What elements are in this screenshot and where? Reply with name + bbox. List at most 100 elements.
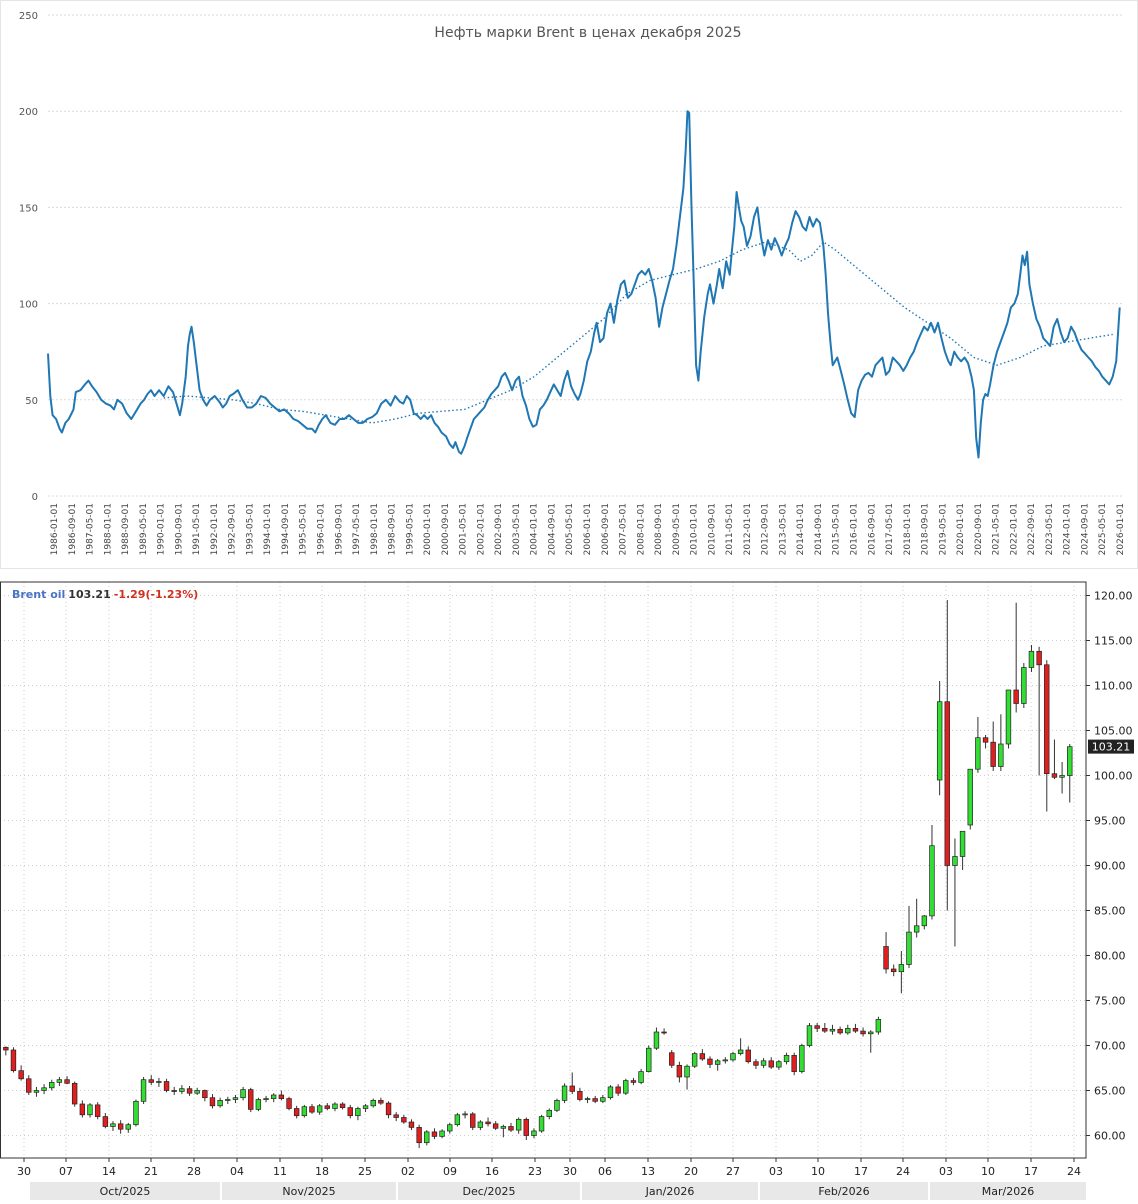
- x-tick-label: 1987-05-01: [86, 503, 96, 555]
- x-tick-label: 2024-09-01: [1080, 503, 1090, 555]
- candle-body: [753, 1061, 759, 1066]
- legend-change: -1.29(-1.23%): [113, 588, 199, 601]
- x-tick-label: 10: [981, 1165, 995, 1178]
- x-tick-label: 2022-09-01: [1027, 503, 1037, 555]
- x-tick-label: 1991-05-01: [192, 503, 202, 555]
- candle-body: [171, 1090, 177, 1092]
- x-tick-label: 1994-01-01: [263, 503, 273, 555]
- candle-body: [3, 1046, 9, 1051]
- candle-body: [1067, 746, 1073, 776]
- candle-body: [561, 1085, 568, 1101]
- x-tick-label: 06: [598, 1165, 612, 1178]
- candle-body: [975, 737, 981, 770]
- candle-body: [959, 830, 966, 857]
- x-tick-label: 2006-01-01: [583, 503, 593, 555]
- candle-body: [316, 1105, 323, 1113]
- candle-body: [799, 1045, 805, 1072]
- month-band: [222, 1182, 396, 1200]
- x-tick-label: 1986-09-01: [68, 503, 78, 555]
- candle-body: [737, 1049, 744, 1054]
- x-tick-label: 02: [401, 1165, 415, 1178]
- candle-body: [714, 1060, 721, 1065]
- x-tick-label: 11: [273, 1165, 287, 1178]
- month-label: Nov/2025: [282, 1185, 335, 1198]
- month-band: [930, 1182, 1086, 1200]
- month-label: Dec/2025: [463, 1185, 516, 1198]
- candle-body: [852, 1028, 859, 1032]
- candle-body: [982, 737, 989, 743]
- plot-frame: [0, 581, 1087, 1159]
- candle-body: [661, 1031, 667, 1034]
- candle-body: [860, 1030, 866, 1035]
- x-tick-label: 30: [17, 1165, 31, 1178]
- x-tick-label: 2023-05-01: [1045, 503, 1055, 555]
- candle-body: [10, 1049, 17, 1072]
- x-tick-label: 2016-09-01: [867, 503, 877, 555]
- candle-body: [707, 1058, 713, 1065]
- candle-body: [944, 701, 950, 866]
- candlestick-chart: 60.00 65.00 70.00 75.00 80.00 85.00 90.00 95.00…: [0, 574, 1138, 1200]
- candle-body: [1005, 689, 1012, 745]
- candle-body: [538, 1116, 545, 1132]
- candle-body: [822, 1028, 828, 1032]
- candle-body: [623, 1080, 629, 1094]
- month-label: Jan/2026: [645, 1185, 695, 1198]
- top-chart-background: [0, 0, 1138, 570]
- y-tick-label: 200: [19, 107, 38, 118]
- candle-body: [768, 1060, 774, 1068]
- y-tick-label: 100.00: [1094, 770, 1133, 783]
- candle-body: [485, 1121, 491, 1125]
- x-tick-label: 2014-09-01: [814, 503, 824, 555]
- candle-body: [462, 1113, 468, 1116]
- candle-body: [293, 1108, 300, 1117]
- x-tick-label: 2003-05-01: [512, 503, 522, 555]
- candle-body: [1021, 667, 1027, 704]
- candle-body: [447, 1124, 453, 1132]
- candle-body: [26, 1078, 32, 1093]
- x-tick-label: 1996-01-01: [317, 503, 327, 555]
- candle-body: [760, 1060, 767, 1066]
- candle-body: [669, 1052, 675, 1066]
- x-tick-label: 2018-09-01: [921, 503, 931, 555]
- candle-body: [990, 741, 996, 767]
- candle-body: [722, 1059, 728, 1062]
- x-tick-label: 14: [102, 1165, 116, 1178]
- x-tick-label: 2004-09-01: [547, 503, 557, 555]
- x-tick-label: 24: [1067, 1165, 1081, 1178]
- candle-body: [898, 964, 905, 973]
- candle-body: [378, 1100, 384, 1104]
- x-tick-label: 1998-01-01: [370, 503, 380, 555]
- bottom-chart-background: [0, 574, 1138, 1200]
- candle-body: [56, 1079, 63, 1083]
- y-tick-label: 105.00: [1094, 725, 1133, 738]
- candle-body: [653, 1031, 660, 1049]
- candle-body: [179, 1088, 185, 1092]
- candle-body: [110, 1123, 116, 1127]
- x-tick-label: 2002-09-01: [494, 503, 504, 555]
- candle-body: [133, 1100, 139, 1126]
- month-label: Mar/2026: [982, 1185, 1034, 1198]
- y-tick-label: 60.00: [1094, 1130, 1126, 1143]
- historical-chart-panel: 0 50 100 150 200 250 Нефть марки Brent в ценах…: [0, 0, 1138, 570]
- x-tick-label: 2002-01-01: [476, 503, 486, 555]
- y-tick-label: 90.00: [1094, 860, 1126, 873]
- candle-body: [1059, 775, 1065, 778]
- y-tick-label: 0: [32, 492, 38, 503]
- month-band: [30, 1182, 220, 1200]
- candle-body: [806, 1025, 813, 1046]
- candle-body: [232, 1097, 239, 1100]
- x-tick-label: 2025-05-01: [1098, 503, 1108, 555]
- candle-body: [592, 1098, 598, 1102]
- candle-body: [347, 1107, 353, 1117]
- candle-body: [845, 1028, 851, 1034]
- candle-body: [470, 1113, 476, 1128]
- candle-body: [71, 1082, 78, 1105]
- candle-body: [102, 1116, 109, 1127]
- y-tick-label: 65.00: [1094, 1085, 1126, 1098]
- candle-body: [515, 1118, 522, 1131]
- x-tick-label: 2015-05-01: [832, 503, 842, 555]
- y-tick-label: 85.00: [1094, 905, 1126, 918]
- candle-body: [745, 1049, 751, 1063]
- x-tick-label: 07: [59, 1165, 73, 1178]
- x-tick-label: 13: [641, 1165, 655, 1178]
